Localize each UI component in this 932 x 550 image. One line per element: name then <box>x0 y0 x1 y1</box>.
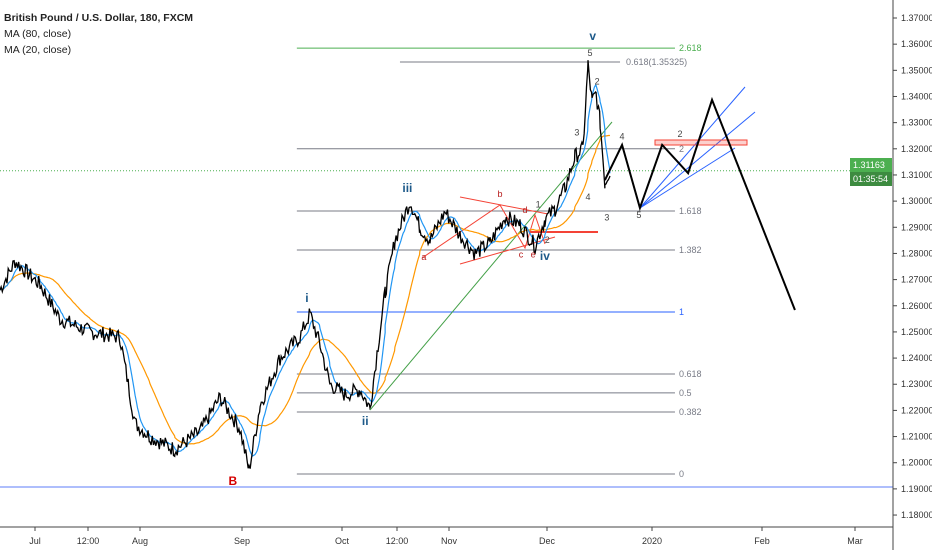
wave-label: iii <box>402 181 412 195</box>
wave-label: e <box>531 249 536 259</box>
symbol-title[interactable]: British Pound / U.S. Dollar, 180, FXCM <box>4 12 194 24</box>
price-tick-label: 1.26000 <box>901 301 932 311</box>
fib-level-label: 0.382 <box>679 407 702 417</box>
projection-line <box>603 96 796 311</box>
fib-level-label: 0.618 <box>679 369 702 379</box>
ma-20-line <box>0 84 611 457</box>
wave-label: a <box>421 252 426 262</box>
fibonacci-extension[interactable]: 2.618 2 1.618 1.382 1 0.618 0.5 0.382 0 0.618(1.3… <box>0 43 893 488</box>
price-tick-label: 1.36000 <box>901 39 932 49</box>
price-tick-label: 1.29000 <box>901 222 932 232</box>
price-series <box>0 60 611 469</box>
wave-label: 3 <box>604 213 609 223</box>
ma-slow-label[interactable]: MA (80, close) <box>4 28 72 40</box>
time-tick-label: Mar <box>847 536 863 546</box>
wave-label: ii <box>362 414 369 428</box>
price-tick-label: 1.25000 <box>901 327 932 337</box>
fib-level-label: 1.382 <box>679 245 702 255</box>
wave-label: b <box>498 189 503 199</box>
price-tick-label: 1.24000 <box>901 353 932 363</box>
price-tick-label: 1.18000 <box>901 510 932 520</box>
price-tick-label: 1.32000 <box>901 144 932 154</box>
triangle-lower <box>459 236 556 265</box>
wave-label: 5 <box>588 48 593 58</box>
wave-label: c <box>519 249 524 259</box>
triangle-waves <box>421 204 546 259</box>
wave-label: 2 <box>678 129 683 139</box>
current-price-badge: 1.31163 <box>850 158 892 172</box>
price-tick-label: 1.22000 <box>901 405 932 415</box>
trend-line-green <box>369 121 613 411</box>
price-line <box>0 60 611 469</box>
fib-level-label: 1 <box>679 307 684 317</box>
projection-path[interactable] <box>603 96 796 311</box>
countdown-badge: 01:35:54 <box>850 172 892 186</box>
wave-label: 4 <box>586 192 591 202</box>
time-tick-label: Feb <box>754 536 770 546</box>
ma-80-line <box>0 134 611 445</box>
wave-label: B <box>228 474 237 488</box>
triangle-upper <box>459 196 549 215</box>
price-tick-label: 1.34000 <box>901 91 932 101</box>
price-tick-label: 1.37000 <box>901 13 932 23</box>
channel-middle <box>639 111 756 209</box>
wave-label: v <box>589 29 596 43</box>
wave-label: 5 <box>636 210 641 220</box>
moving-averages <box>0 84 611 457</box>
wave-label: 1 <box>536 200 541 210</box>
ma-fast-label[interactable]: MA (20, close) <box>4 44 72 56</box>
time-tick-label: 12:00 <box>386 536 409 546</box>
wave-label: 2 <box>545 235 550 245</box>
fib-level-label: 2.618 <box>679 43 702 53</box>
price-tick-label: 1.28000 <box>901 248 932 258</box>
channel-upper <box>639 86 746 209</box>
wave-label: 2 <box>595 77 600 87</box>
time-tick-label: Dec <box>539 536 556 546</box>
chart-legend: British Pound / U.S. Dollar, 180, FXCM M… <box>4 10 193 58</box>
resistance-zone <box>654 139 748 146</box>
wave-label: i <box>305 291 308 305</box>
time-tick-label: Oct <box>335 536 350 546</box>
wave-label: d <box>522 205 527 215</box>
time-tick-label: Nov <box>441 536 458 546</box>
price-tick-label: 1.33000 <box>901 118 932 128</box>
fib-ext-label: 0.618(1.35325) <box>626 57 687 67</box>
time-tick-label: Sep <box>234 536 250 546</box>
time-tick-label: 2020 <box>642 536 662 546</box>
price-tick-label: 1.20000 <box>901 458 932 468</box>
time-tick-label: Aug <box>132 536 148 546</box>
time-tick-label: Jul <box>29 536 41 546</box>
time-tick-label: 12:00 <box>77 536 100 546</box>
channel-lower <box>639 147 736 209</box>
price-tick-label: 1.35000 <box>901 65 932 75</box>
price-tick-label: 1.31000 <box>901 170 932 180</box>
price-tick-label: 1.23000 <box>901 379 932 389</box>
wave-label: 4 <box>620 132 625 142</box>
price-tick-label: 1.21000 <box>901 432 932 442</box>
price-tick-label: 1.30000 <box>901 196 932 206</box>
fib-level-label: 0.5 <box>679 388 692 398</box>
fib-level-label: 2 <box>679 144 684 154</box>
wave-label: iv <box>540 249 550 263</box>
wave-label: 3 <box>574 128 579 138</box>
fib-level-label: 0 <box>679 469 684 479</box>
price-tick-label: 1.27000 <box>901 275 932 285</box>
price-tick-label: 1.19000 <box>901 484 932 494</box>
fib-level-label: 1.618 <box>679 206 702 216</box>
